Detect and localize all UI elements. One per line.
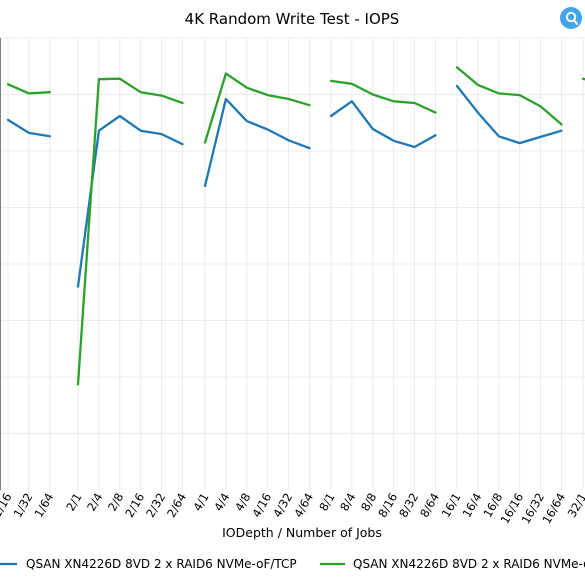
x-tick-label: 4/64 xyxy=(291,491,316,520)
x-tick-label: 4/32 xyxy=(270,491,295,520)
legend: QSAN XN4226D 8VD 2 x RAID6 NVMe-oF/TCP Q… xyxy=(0,557,585,571)
series-line-rdma xyxy=(329,79,437,114)
series-line-tcp xyxy=(6,118,51,138)
x-tick-label: 8/16 xyxy=(375,491,400,520)
x-tick-label: 2/64 xyxy=(164,491,189,520)
series-line-rdma xyxy=(6,83,51,95)
x-tick-label: 4/1 xyxy=(190,491,211,514)
series-lines xyxy=(6,66,585,386)
x-tick-label: 2/4 xyxy=(84,491,105,514)
x-tick-label: 4/16 xyxy=(249,491,274,520)
legend-label-rdma: QSAN XN4226D 8VD 2 x RAID6 NVMe-oF/RDMA xyxy=(353,557,585,571)
chart-title: 4K Random Write Test - IOPS xyxy=(185,10,400,28)
x-tick-label: 8/4 xyxy=(337,491,358,514)
smart-icon[interactable] xyxy=(560,7,582,29)
legend-label-tcp: QSAN XN4226D 8VD 2 x RAID6 NVMe-oF/TCP xyxy=(26,557,297,571)
series-line-rdma xyxy=(455,66,563,126)
series-line-tcp xyxy=(329,100,437,149)
x-tick-label: 2/32 xyxy=(143,491,168,520)
x-tick-label: 8/1 xyxy=(316,491,337,514)
series-line-tcp xyxy=(203,97,311,188)
x-tick-label: 1/16 xyxy=(0,491,15,520)
x-tick-label: 8/32 xyxy=(396,491,421,520)
series-line-rdma xyxy=(203,72,311,144)
x-tick-label: 16/4 xyxy=(459,491,484,520)
series-line-rdma xyxy=(581,77,585,81)
x-tick-label: 16/1 xyxy=(439,491,464,520)
x-tick-label: 4/4 xyxy=(211,491,232,514)
x-tick-label: 8/64 xyxy=(417,491,442,520)
x-tick-label: 32/1 xyxy=(565,491,585,520)
x-tick-label: 1/64 xyxy=(31,491,56,520)
x-tick-labels: 1/161/321/64 2/1 2/4 2/82/162/322/64 4/1 4/4 4… xyxy=(0,491,585,527)
x-tick-label: 1/32 xyxy=(10,491,35,520)
x-tick-label: 2/1 xyxy=(63,491,84,514)
grid-lines xyxy=(0,37,585,490)
series-line-rdma xyxy=(76,77,184,386)
series-line-tcp xyxy=(455,84,563,145)
x-axis-label: IODepth / Number of Jobs xyxy=(222,525,382,540)
series-line-tcp xyxy=(76,114,184,288)
x-tick-label: 2/16 xyxy=(122,491,147,520)
